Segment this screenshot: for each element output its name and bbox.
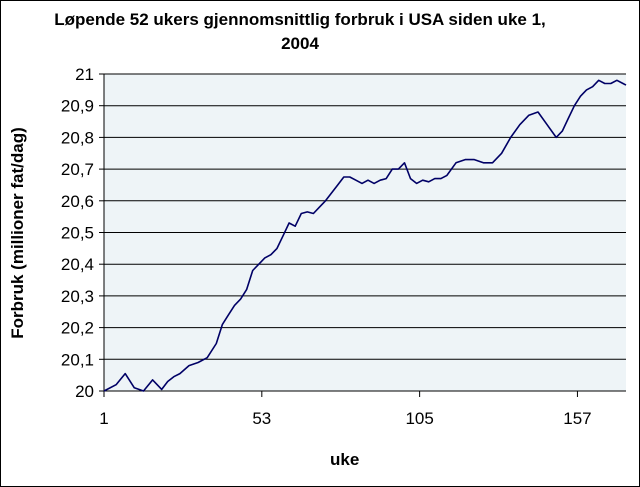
data-point: [276, 247, 278, 249]
data-point: [142, 390, 144, 392]
data-point: [537, 111, 539, 113]
data-point: [573, 105, 575, 107]
data-point: [403, 162, 405, 164]
data-point: [103, 390, 105, 392]
data-point: [234, 304, 236, 306]
data-point: [161, 388, 163, 390]
data-point: [300, 212, 302, 214]
data-point: [294, 225, 296, 227]
data-point: [434, 178, 436, 180]
data-point: [379, 179, 381, 181]
data-point: [455, 162, 457, 164]
data-point: [252, 270, 254, 272]
data-point: [473, 159, 475, 161]
data-point: [567, 117, 569, 119]
consumption-series-line: [103, 79, 627, 392]
data-point: [115, 384, 117, 386]
data-point: [188, 365, 190, 367]
data-point: [501, 152, 503, 154]
y-tick-label: 20,6: [61, 192, 94, 211]
data-point: [464, 159, 466, 161]
data-point: [240, 298, 242, 300]
y-tick-label: 20,5: [61, 224, 94, 243]
data-point: [264, 257, 266, 259]
data-point: [173, 376, 175, 378]
data-point: [179, 373, 181, 375]
data-point: [416, 182, 418, 184]
y-tick-label: 21: [75, 65, 94, 84]
data-point: [528, 114, 530, 116]
data-point: [397, 168, 399, 170]
y-tick-label: 20,3: [61, 287, 94, 306]
data-point: [361, 182, 363, 184]
data-point: [385, 178, 387, 180]
data-point: [343, 176, 345, 178]
data-point: [270, 254, 272, 256]
data-point: [325, 200, 327, 202]
data-point: [546, 124, 548, 126]
data-point: [592, 86, 594, 88]
data-point: [167, 380, 169, 382]
data-point: [133, 387, 135, 389]
data-point: [337, 184, 339, 186]
data-point: [124, 373, 126, 375]
data-point: [246, 289, 248, 291]
y-tick-label: 20,4: [61, 255, 94, 274]
data-point: [519, 124, 521, 126]
data-point: [206, 357, 208, 359]
chart-title: Løpende 52 ukers gjennomsnittlig forbruk…: [54, 10, 546, 53]
y-tick-label: 20,9: [61, 97, 94, 116]
data-point: [446, 174, 448, 176]
data-point: [625, 84, 627, 86]
data-point: [561, 130, 563, 132]
data-point: [598, 79, 600, 81]
data-point: [349, 176, 351, 178]
x-axis-label: uke: [330, 450, 360, 469]
x-tick-label: 1: [99, 409, 108, 428]
data-point: [610, 83, 612, 85]
data-point: [622, 83, 624, 85]
data-point: [428, 181, 430, 183]
y-tick-label: 20,1: [61, 350, 94, 369]
data-point: [555, 136, 557, 138]
data-point: [288, 222, 290, 224]
data-point: [215, 342, 217, 344]
data-point: [510, 136, 512, 138]
data-point: [440, 178, 442, 180]
data-point: [221, 323, 223, 325]
y-tick-label: 20,2: [61, 319, 94, 338]
x-ticks: 1 53 105 157: [99, 391, 592, 428]
y-tick-label: 20: [75, 382, 94, 401]
y-tick-label: 20,7: [61, 160, 94, 179]
data-point: [586, 89, 588, 91]
data-point: [331, 192, 333, 194]
data-point: [282, 235, 284, 237]
data-point: [604, 83, 606, 85]
data-point: [258, 263, 260, 265]
x-tick-label: 105: [405, 409, 433, 428]
y-ticks: 20 20,1 20,2 20,3 20,4 20,5 20,6 20,7 20,8 20,9 21: [61, 65, 104, 401]
data-point: [197, 361, 199, 363]
y-tick-label: 20,8: [61, 128, 94, 147]
data-point: [579, 95, 581, 97]
data-point: [482, 162, 484, 164]
x-tick-label: 53: [252, 409, 271, 428]
data-point: [367, 179, 369, 181]
data-point: [355, 179, 357, 181]
data-point: [410, 178, 412, 180]
data-point: [152, 379, 154, 381]
x-tick-label: 157: [563, 409, 591, 428]
data-point: [306, 211, 308, 213]
data-point: [318, 206, 320, 208]
data-point: [227, 314, 229, 316]
data-point: [616, 79, 618, 81]
data-point: [422, 179, 424, 181]
data-point: [373, 182, 375, 184]
data-point: [391, 168, 393, 170]
data-point: [491, 162, 493, 164]
data-point: [312, 212, 314, 214]
